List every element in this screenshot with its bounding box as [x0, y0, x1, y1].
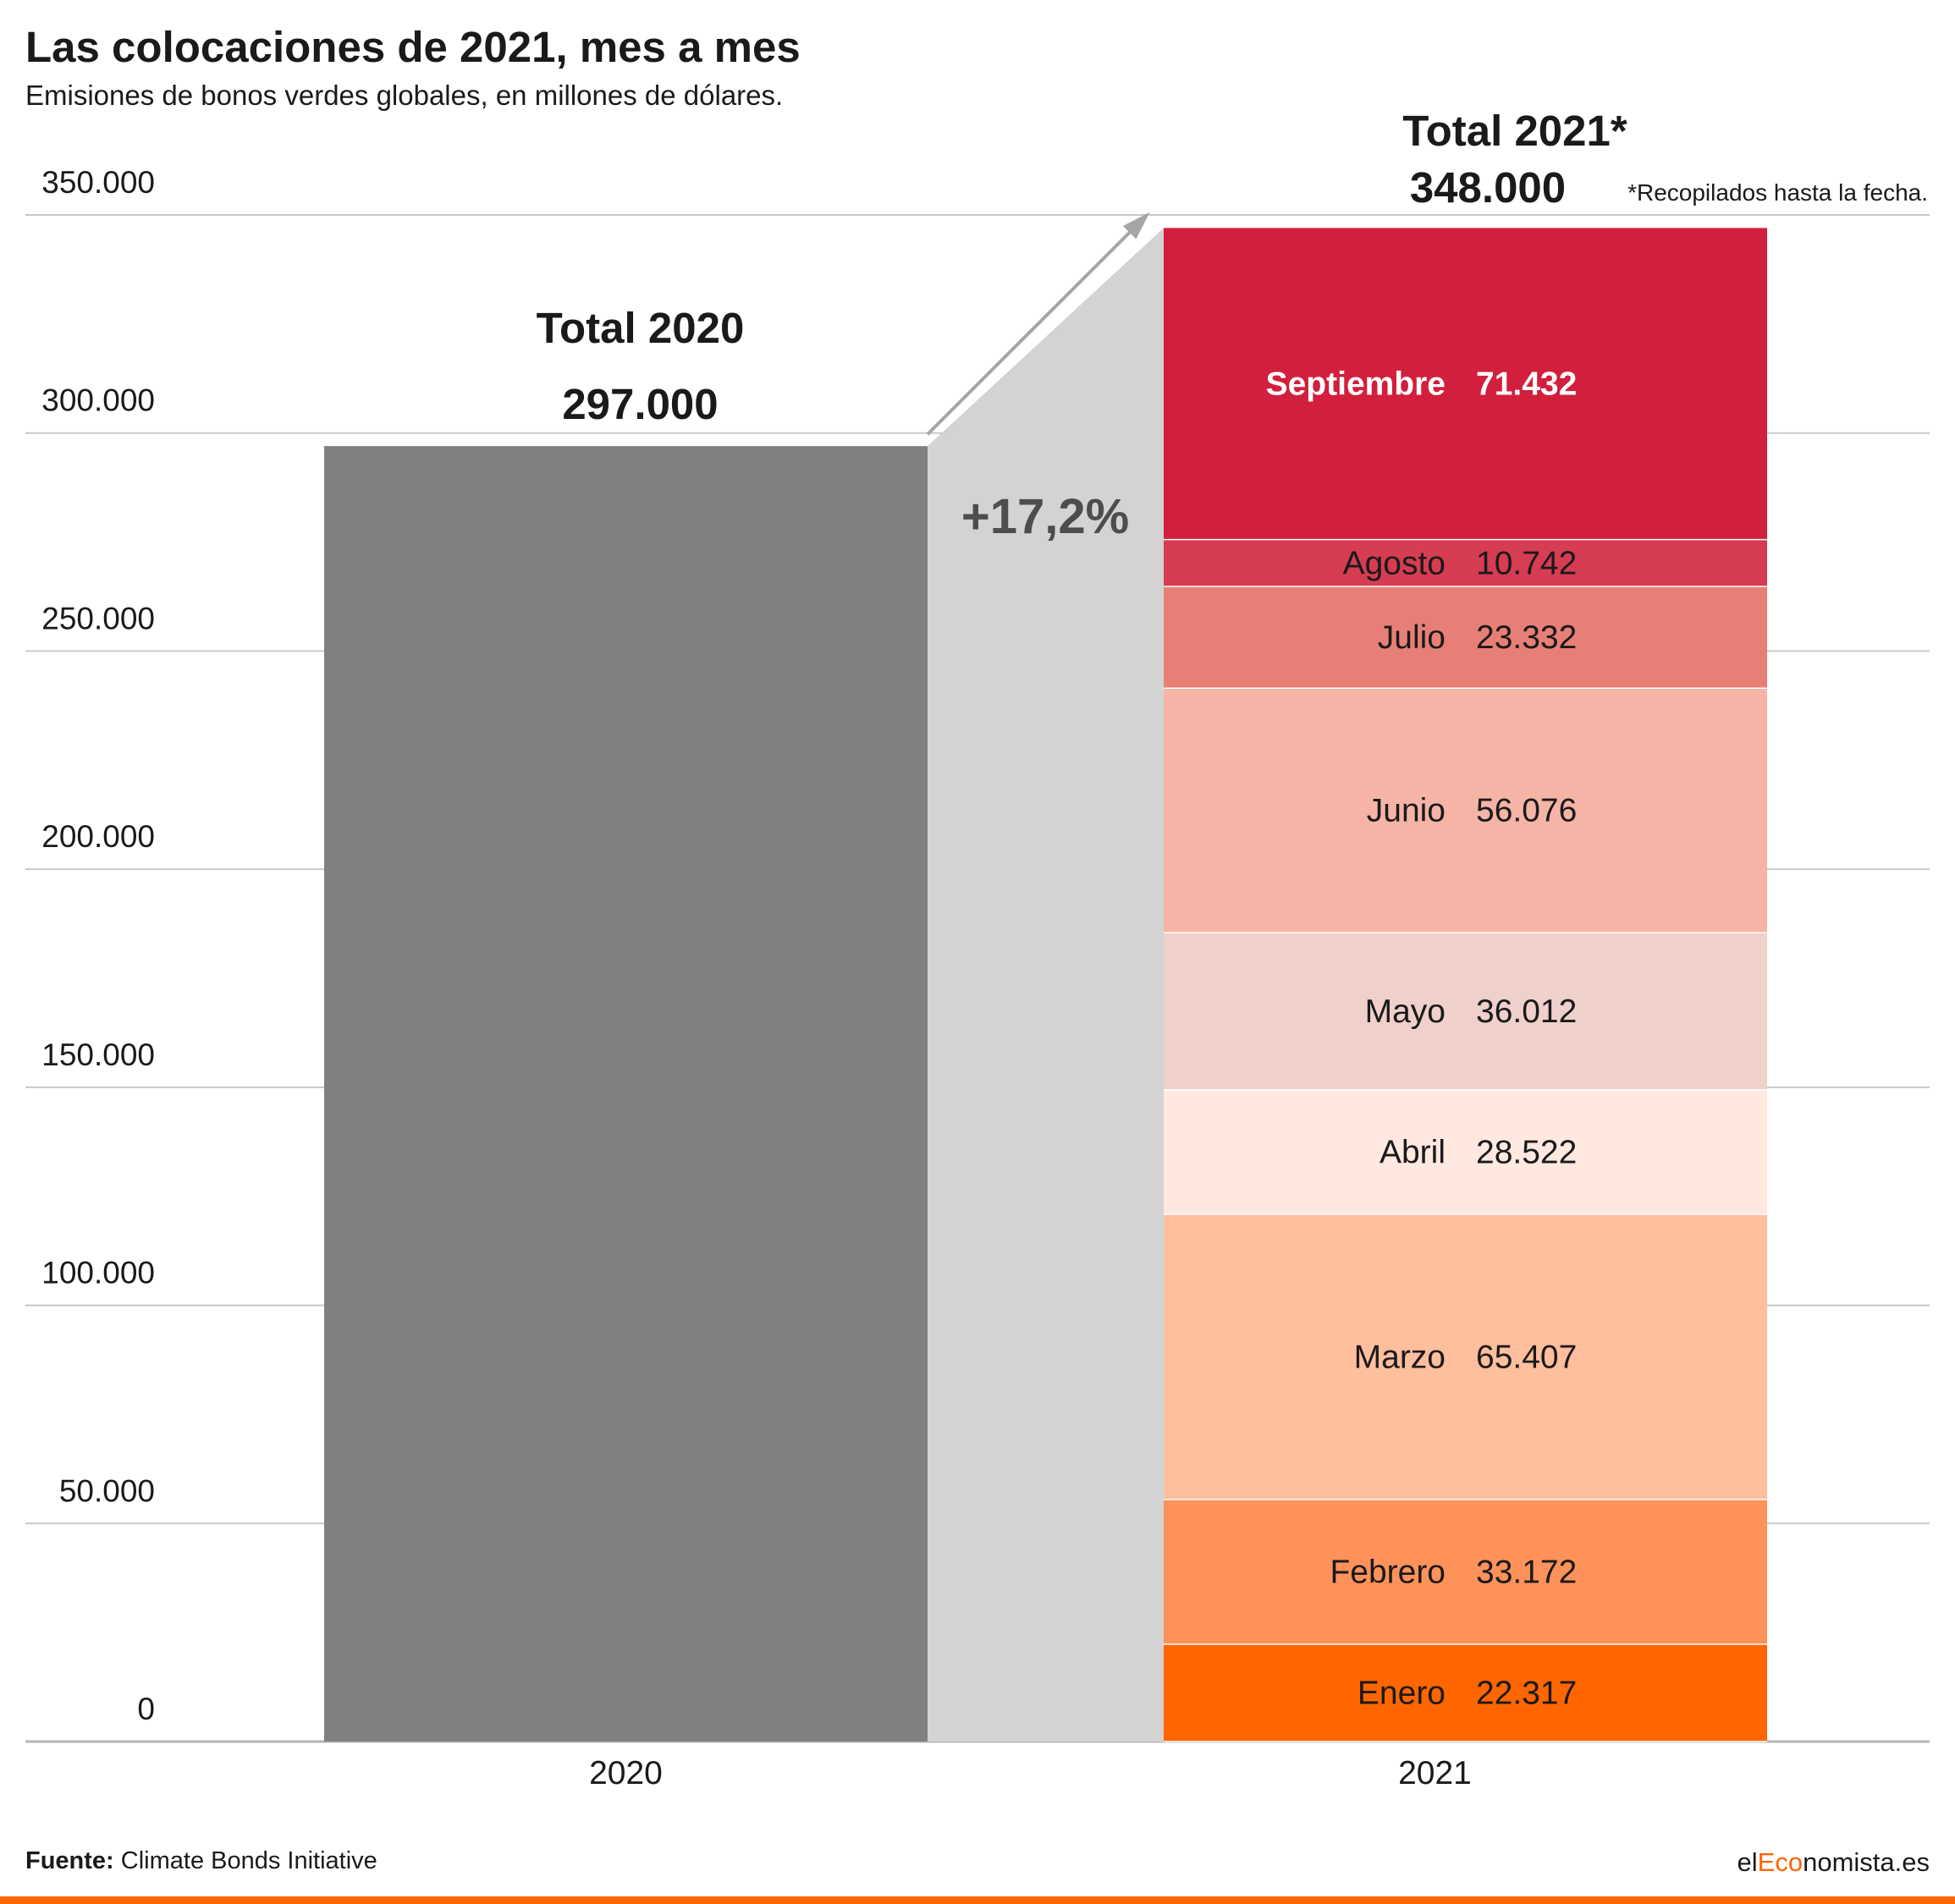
bar-chart: Enero 22.317 Febrero 33.172 Marzo 65.407 Abril… — [25, 107, 1930, 1791]
segment-value-abril: 28.522 — [1476, 1134, 1577, 1170]
segment-label-enero: Enero — [1357, 1675, 1446, 1711]
change-percentage: +17,2% — [961, 489, 1129, 544]
bar-segment-febrero — [1164, 1499, 1767, 1644]
segment-label-febrero: Febrero — [1330, 1554, 1446, 1590]
brand-suffix: nomista.es — [1803, 1847, 1930, 1877]
segment-value-septiembre: 71.432 — [1476, 366, 1577, 402]
bar-segment-enero — [1164, 1643, 1767, 1742]
source-text: Climate Bonds Initiative — [120, 1847, 377, 1874]
segment-label-marzo: Marzo — [1354, 1339, 1446, 1375]
growth-arrowhead-icon — [1122, 212, 1150, 239]
segment-label-mayo: Mayo — [1365, 993, 1446, 1030]
total-2020-label: Total 2020 — [537, 304, 745, 352]
y-tick-label: 100.000 — [41, 1256, 155, 1290]
segment-value-junio: 56.076 — [1476, 793, 1577, 829]
source-note: Fuente: Climate Bonds Initiative — [25, 1847, 377, 1875]
chart-title: Las colocaciones de 2021, mes a mes — [25, 23, 801, 71]
footnote: *Recopilados hasta la fecha. — [1627, 179, 1928, 206]
chart-subtitle: Emisiones de bonos verdes globales, en m… — [25, 80, 784, 111]
growth-arrow-line — [926, 215, 1147, 436]
source-label: Fuente: — [25, 1847, 114, 1874]
segment-label-agosto: Agosto — [1343, 545, 1446, 581]
growth-connector — [928, 228, 1164, 1742]
segment-value-enero: 22.317 — [1476, 1675, 1577, 1711]
segment-label-julio: Julio — [1378, 619, 1446, 656]
bar-segment-agosto — [1164, 539, 1767, 586]
segment-label-septiembre: Septiembre — [1266, 366, 1446, 402]
x-tick-label: 2020 — [589, 1755, 663, 1791]
y-tick-label: 200.000 — [41, 819, 155, 854]
bar-2020 — [324, 446, 928, 1742]
y-tick-label: 300.000 — [41, 383, 155, 418]
segment-label-abril: Abril — [1380, 1134, 1446, 1170]
bar-segment-junio — [1164, 688, 1767, 933]
total-2021-value: 348.000 — [1410, 163, 1566, 212]
y-tick-label: 250.000 — [41, 601, 155, 636]
brand-prefix: el — [1737, 1847, 1758, 1877]
y-tick-label: 0 — [137, 1692, 155, 1726]
x-tick-label: 2021 — [1398, 1755, 1472, 1791]
segment-value-julio: 23.332 — [1476, 619, 1577, 656]
bar-segment-septiembre — [1164, 228, 1767, 540]
total-2020-value: 297.000 — [562, 380, 718, 428]
bar-segment-abril — [1164, 1089, 1767, 1214]
segment-value-mayo: 36.012 — [1476, 993, 1577, 1030]
y-tick-label: 150.000 — [41, 1037, 155, 1072]
segment-value-agosto: 10.742 — [1476, 545, 1577, 581]
y-tick-label: 50.000 — [59, 1473, 155, 1508]
total-2021-label: Total 2021* — [1402, 107, 1627, 155]
y-tick-label: 350.000 — [41, 165, 155, 200]
segment-value-febrero: 33.172 — [1476, 1554, 1577, 1590]
bar-segment-julio — [1164, 586, 1767, 689]
brand-accent: Eco — [1757, 1847, 1804, 1877]
bar-segment-mayo — [1164, 933, 1767, 1090]
bar-segment-marzo — [1164, 1213, 1767, 1500]
segment-value-marzo: 65.407 — [1476, 1339, 1577, 1375]
brand-logo: elEconomista.es — [1737, 1847, 1930, 1878]
segment-label-junio: Junio — [1367, 793, 1446, 829]
bottom-accent-bar — [0, 1896, 1955, 1904]
